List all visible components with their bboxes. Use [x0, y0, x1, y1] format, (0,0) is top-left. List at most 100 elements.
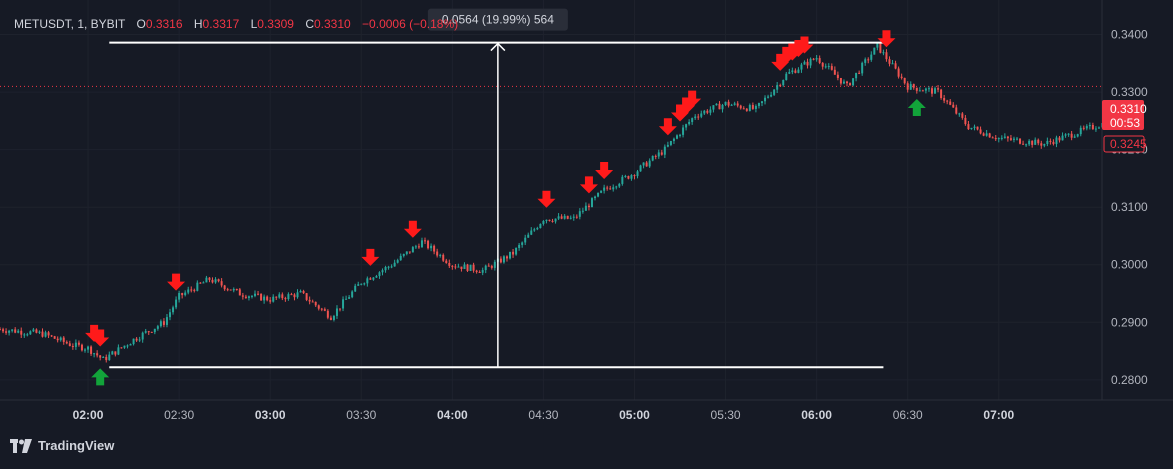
- time-scale[interactable]: 02:00 02:30 03:00 03:30 04:00 04:30 05:00 05:30…: [73, 408, 1015, 422]
- sell-signal-icon: [167, 273, 186, 291]
- candle: [757, 102, 760, 109]
- candle: [821, 62, 824, 70]
- candle: [165, 314, 168, 328]
- candle: [320, 307, 323, 312]
- candle: [478, 270, 481, 273]
- candle: [940, 88, 943, 100]
- candle: [11, 329, 14, 333]
- candle: [727, 99, 730, 108]
- candle: [669, 140, 672, 147]
- candle: [153, 328, 156, 335]
- candle: [930, 86, 933, 97]
- candle: [5, 328, 8, 335]
- last-line-price-label: 0.3245: [1110, 137, 1147, 151]
- candle: [71, 343, 74, 350]
- candle: [779, 83, 782, 87]
- candle: [949, 99, 952, 106]
- candle: [943, 94, 946, 104]
- candle: [885, 49, 888, 62]
- candle: [442, 253, 445, 262]
- candle: [1019, 138, 1022, 145]
- candle: [317, 304, 320, 311]
- candle: [41, 328, 44, 338]
- candle: [627, 175, 630, 180]
- candle: [266, 295, 269, 302]
- candle: [226, 287, 229, 292]
- candle: [123, 345, 126, 349]
- candle: [694, 114, 697, 120]
- candle: [855, 72, 858, 82]
- candle: [715, 103, 718, 106]
- candle: [739, 104, 742, 110]
- candle: [241, 292, 244, 300]
- candle: [809, 57, 812, 69]
- candle: [402, 253, 405, 258]
- candle: [487, 263, 490, 267]
- candle: [293, 293, 296, 301]
- signal-markers: [85, 30, 926, 386]
- candle: [736, 101, 739, 108]
- candle: [329, 315, 332, 321]
- candle: [991, 136, 994, 139]
- candle: [530, 227, 533, 236]
- candle: [906, 81, 909, 93]
- time-tick-label: 07:00: [983, 408, 1014, 422]
- candle: [490, 264, 493, 270]
- candle: [354, 283, 357, 292]
- sell-signal-icon: [403, 220, 422, 238]
- candle: [427, 239, 430, 250]
- candle: [849, 82, 852, 86]
- candle: [548, 219, 551, 222]
- candle: [1055, 135, 1058, 148]
- candle: [0, 327, 1, 331]
- candle: [460, 266, 463, 272]
- candle: [369, 277, 372, 280]
- candle: [560, 214, 563, 220]
- tradingview-branding[interactable]: TradingView: [10, 438, 114, 453]
- candle: [1085, 124, 1088, 131]
- candle: [748, 103, 751, 112]
- candle: [238, 287, 241, 296]
- sell-signal-icon: [579, 176, 598, 194]
- candle: [284, 296, 287, 302]
- candle: [509, 251, 512, 260]
- candle: [864, 57, 867, 66]
- candle: [852, 78, 855, 87]
- candle: [53, 335, 56, 339]
- candle: [1058, 136, 1061, 143]
- candle: [557, 213, 560, 221]
- candle: [1064, 133, 1067, 138]
- price-badge-price: 0.3310: [1110, 102, 1147, 116]
- candle: [1015, 136, 1018, 141]
- candle: [636, 169, 639, 179]
- symbol-title[interactable]: METUSDT, 1, BYBIT: [14, 17, 126, 31]
- candle: [32, 327, 35, 333]
- candle: [278, 292, 281, 299]
- candle: [1040, 140, 1043, 149]
- candle: [515, 247, 518, 256]
- close-label: C: [305, 17, 314, 31]
- candle: [8, 329, 11, 336]
- candle: [99, 354, 102, 361]
- measure-tool[interactable]: 0.0564 (19.99%) 564: [109, 8, 884, 369]
- time-tick-label: 05:30: [711, 408, 741, 422]
- candle: [1009, 134, 1012, 142]
- candle: [502, 255, 505, 264]
- time-tick-label: 02:30: [164, 408, 194, 422]
- candle: [499, 256, 502, 264]
- time-tick-label: 05:00: [619, 408, 650, 422]
- candle: [159, 319, 162, 328]
- candle: [545, 219, 548, 224]
- candle: [35, 328, 38, 334]
- candle: [117, 344, 120, 356]
- candle: [773, 88, 776, 96]
- candle: [900, 73, 903, 80]
- candle: [384, 265, 387, 273]
- candle: [800, 62, 803, 73]
- candle: [454, 263, 457, 270]
- candle: [742, 106, 745, 110]
- candle: [639, 164, 642, 172]
- candle: [700, 110, 703, 119]
